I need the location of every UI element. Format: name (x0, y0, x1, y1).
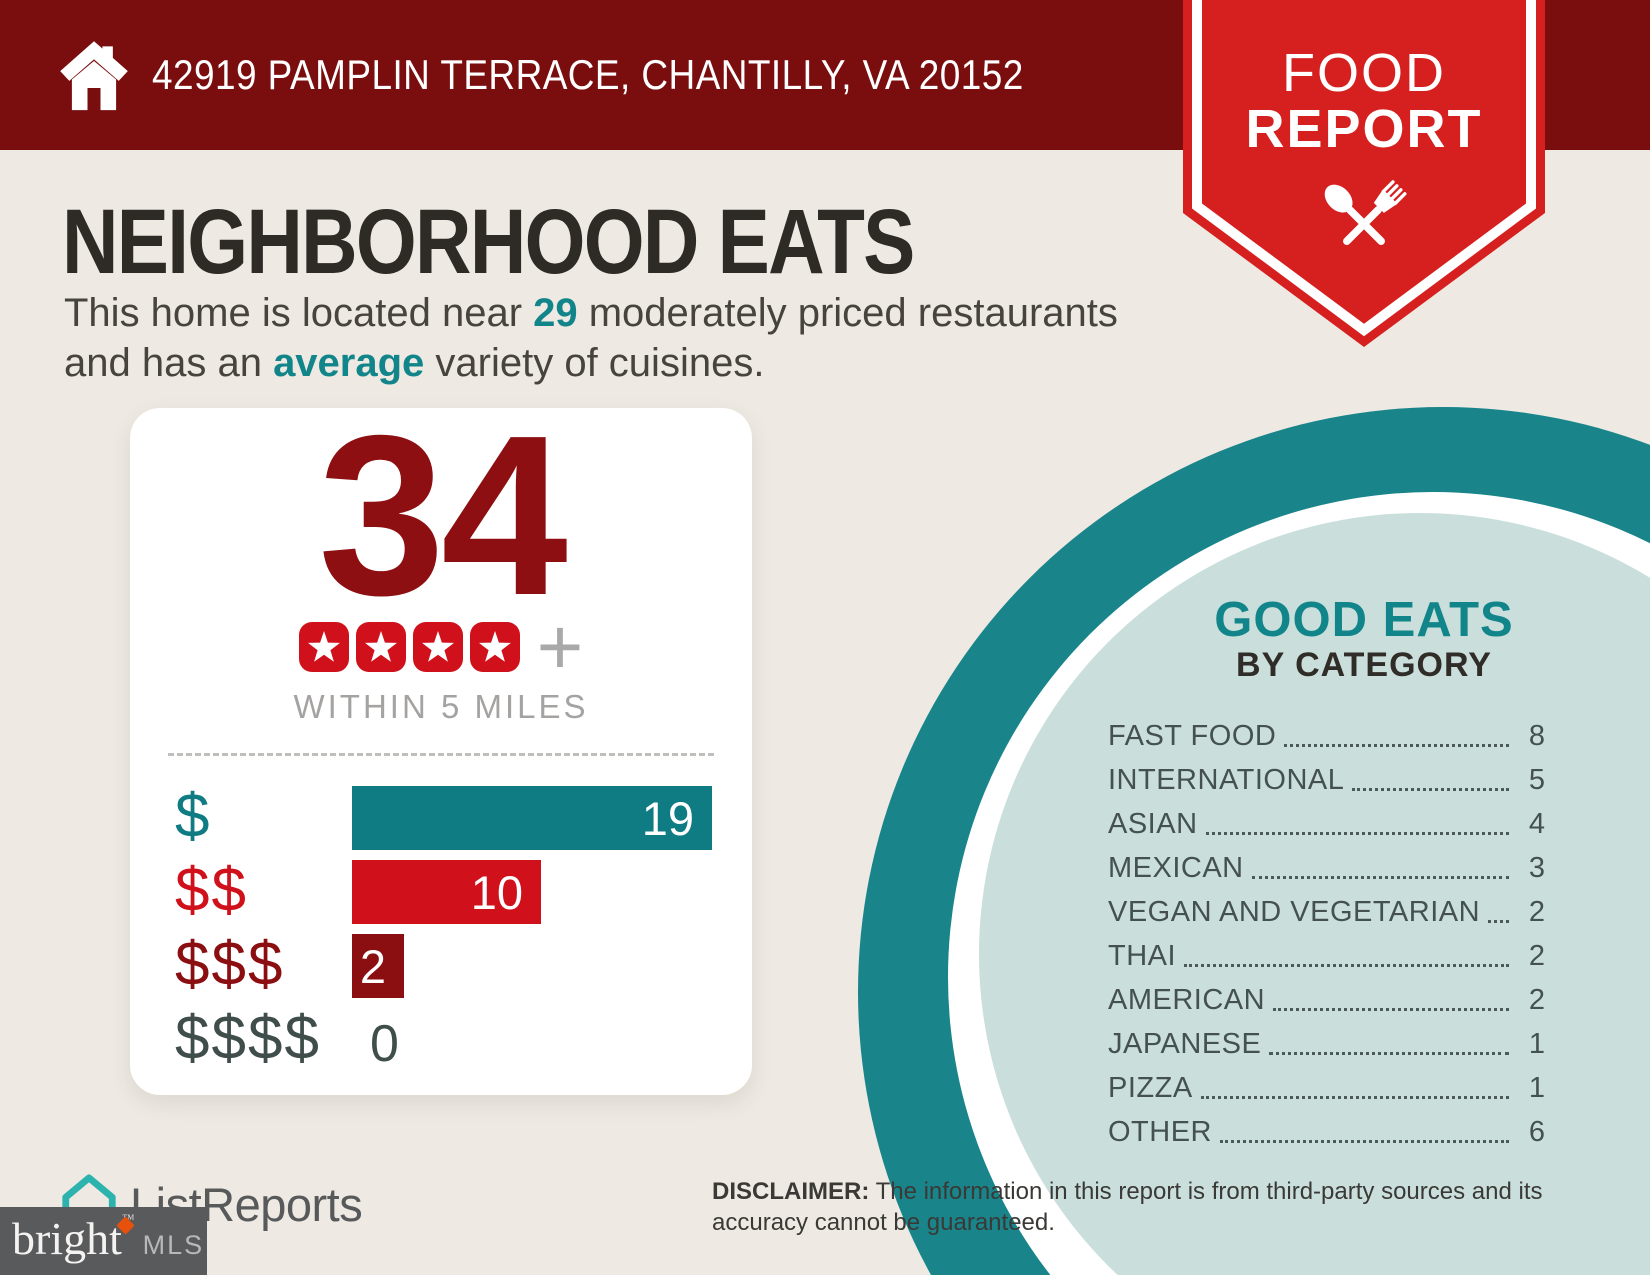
price-tier-bar: 2 (352, 934, 404, 998)
star-icon (298, 622, 349, 672)
star-icon (355, 622, 406, 672)
price-tier-bar: 10 (352, 860, 541, 924)
category-label: FAST FOOD (1108, 720, 1277, 752)
category-count: 4 (1528, 808, 1545, 840)
category-count: 3 (1528, 852, 1545, 884)
restaurant-count: 34 (318, 389, 568, 643)
category-count: 2 (1528, 896, 1545, 928)
dotted-leader (1205, 802, 1509, 835)
category-count: 2 (1528, 984, 1545, 1016)
food-report-badge: FOOD REPORT (1183, 0, 1545, 352)
category-count: 1 (1528, 1028, 1545, 1060)
category-row: OTHER 6 (1108, 1110, 1545, 1154)
price-tier-row: $$$$ 0 (175, 1004, 712, 1074)
dashed-divider (168, 753, 714, 756)
category-label: MEXICAN (1108, 852, 1244, 884)
intro-part3: variety of cuisines. (424, 341, 765, 385)
category-label: THAI (1108, 940, 1177, 972)
price-tier-label: $ (175, 782, 212, 851)
price-tier-value: 10 (470, 865, 523, 919)
star-rating: + (130, 602, 752, 691)
page-title: NEIGHBORHOOD EATS (62, 191, 915, 293)
category-row: FAST FOOD 8 (1108, 714, 1545, 758)
price-tier-row: $$ 10 (175, 860, 712, 924)
good-eats-title: GOOD EATS (1214, 593, 1514, 647)
price-tier-value: 19 (641, 791, 694, 845)
intro-part1: This home is located near (64, 291, 534, 335)
star-icon (412, 622, 463, 672)
dotted-leader (1269, 1022, 1509, 1055)
badge-title-line1: FOOD (1282, 43, 1446, 103)
disclaimer-label: DISCLAIMER: (712, 1178, 870, 1205)
category-row: VEGAN AND VEGETARIAN 2 (1108, 890, 1545, 934)
category-label: OTHER (1108, 1116, 1212, 1148)
price-tier-value: 2 (359, 939, 386, 993)
dotted-leader (1352, 758, 1509, 791)
price-bars: $19 $$ 10 $$$ 2 $$$$ 0 (175, 786, 712, 1082)
home-icon (60, 41, 128, 111)
category-label: VEGAN AND VEGETARIAN (1108, 896, 1481, 928)
dotted-leader (1273, 978, 1509, 1011)
price-tier-label: $$ (175, 856, 248, 925)
category-row: ASIAN 4 (1108, 802, 1545, 846)
intro-variety-highlight: average (273, 341, 425, 385)
bright-wordmark: bright™ (12, 1207, 135, 1271)
category-label: AMERICAN (1108, 984, 1266, 1016)
category-label: ASIAN (1108, 808, 1198, 840)
ribbon-shape (1183, 0, 1545, 347)
price-tier-label: $$$$ (175, 1004, 321, 1073)
property-address: 42919 PAMPLIN TERRACE, CHANTILLY, VA 201… (152, 51, 1024, 98)
mls-text: MLS (142, 1230, 205, 1260)
category-row: THAI 2 (1108, 934, 1545, 978)
category-row: PIZZA 1 (1108, 1066, 1545, 1110)
star-icons (298, 622, 520, 672)
intro-text: This home is located near 29 moderately … (64, 288, 1144, 388)
intro-restaurant-count: 29 (533, 291, 578, 335)
good-eats-list: FAST FOOD 8 INTERNATIONAL 5 ASIAN 4 MEXICAN 3 VE… (1108, 714, 1545, 1154)
category-count: 1 (1528, 1072, 1545, 1104)
category-count: 2 (1528, 940, 1545, 972)
category-count: 5 (1528, 764, 1545, 796)
category-row: MEXICAN 3 (1108, 846, 1545, 890)
category-label: JAPANESE (1108, 1028, 1262, 1060)
category-label: INTERNATIONAL (1108, 764, 1345, 796)
category-row: INTERNATIONAL 5 (1108, 758, 1545, 802)
category-label: PIZZA (1108, 1072, 1193, 1104)
price-tier-row: $19 (175, 786, 712, 850)
intro-part2: moderately priced restaurants and has an (64, 291, 1118, 385)
category-count: 8 (1528, 720, 1545, 752)
price-tier-label: $$$ (175, 930, 285, 999)
category-row: JAPANESE 1 (1108, 1022, 1545, 1066)
price-tier-row: $$$ 2 (175, 934, 712, 998)
bright-mls-logo: bright™ MLS (0, 1207, 207, 1275)
dotted-leader (1184, 934, 1509, 967)
star-icon (469, 622, 520, 672)
price-tier-value: 0 (370, 1015, 399, 1073)
spoon-and-fork-icon (1324, 180, 1407, 245)
dotted-leader (1488, 890, 1509, 923)
category-row: AMERICAN 2 (1108, 978, 1545, 1022)
badge-title-line2: REPORT (1245, 99, 1483, 159)
dotted-leader (1284, 714, 1509, 747)
price-tier-bar: 19 (352, 786, 712, 850)
dotted-leader (1251, 846, 1509, 879)
disclaimer-body: The information in this report is from t… (712, 1178, 1543, 1236)
dotted-leader (1200, 1066, 1509, 1099)
radius-caption: WITHIN 5 MILES (293, 688, 589, 725)
restaurant-summary-card: 34 + WITHIN 5 MILES $19 $$ 10 $$$ 2 $$$$ 0 (130, 389, 752, 1095)
category-count: 6 (1528, 1116, 1545, 1148)
disclaimer-text: DISCLAIMER: The information in this repo… (712, 1176, 1592, 1238)
good-eats-subtitle: BY CATEGORY (1236, 646, 1492, 684)
plus-icon: + (536, 602, 584, 691)
dotted-leader (1220, 1110, 1509, 1143)
bright-text: bright (12, 1213, 122, 1264)
